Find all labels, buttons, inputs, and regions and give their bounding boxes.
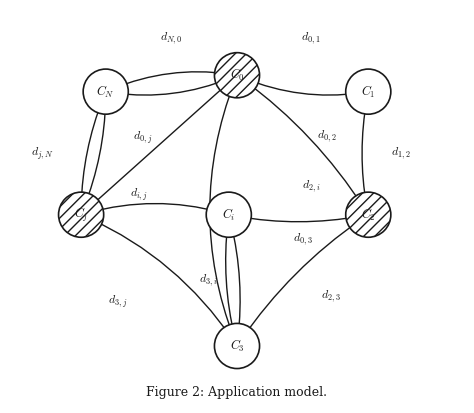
- Text: $d_{i,j}$: $d_{i,j}$: [129, 186, 147, 202]
- Text: $d_{1,2}$: $d_{1,2}$: [392, 145, 411, 161]
- FancyArrowPatch shape: [89, 218, 233, 340]
- Text: $C_1$: $C_1$: [361, 83, 375, 100]
- FancyArrowPatch shape: [114, 78, 230, 97]
- Circle shape: [59, 192, 104, 237]
- FancyArrowPatch shape: [241, 220, 361, 340]
- Circle shape: [214, 323, 260, 368]
- FancyArrowPatch shape: [229, 223, 240, 339]
- FancyArrowPatch shape: [112, 70, 228, 89]
- FancyArrowPatch shape: [88, 80, 232, 209]
- Text: $d_{j,N}$: $d_{j,N}$: [31, 145, 54, 161]
- Text: $d_{N,0}$: $d_{N,0}$: [160, 31, 182, 46]
- Text: $d_{0,1}$: $d_{0,1}$: [301, 31, 320, 46]
- FancyArrowPatch shape: [362, 99, 368, 206]
- FancyArrowPatch shape: [88, 204, 220, 214]
- Circle shape: [83, 69, 128, 114]
- Text: $d_{3,i}$: $d_{3,i}$: [199, 273, 218, 288]
- Text: $C_j$: $C_j$: [74, 206, 88, 224]
- FancyArrowPatch shape: [79, 98, 103, 206]
- FancyArrowPatch shape: [244, 81, 365, 209]
- Text: $C_i$: $C_i$: [222, 206, 236, 223]
- Text: $d_{0,j}$: $d_{0,j}$: [133, 129, 152, 145]
- Text: $C_0$: $C_0$: [229, 67, 245, 83]
- Circle shape: [214, 53, 260, 98]
- Text: $C_N$: $C_N$: [96, 83, 115, 100]
- FancyArrowPatch shape: [84, 100, 108, 208]
- Text: $d_{0,2}$: $d_{0,2}$: [318, 129, 337, 145]
- FancyArrowPatch shape: [226, 222, 236, 337]
- Text: $C_3$: $C_3$: [229, 338, 245, 354]
- FancyArrowPatch shape: [210, 82, 235, 338]
- Circle shape: [346, 192, 391, 237]
- Text: Figure 2: Application model.: Figure 2: Application model.: [146, 386, 328, 399]
- Circle shape: [206, 192, 251, 237]
- Text: $d_{0,3}$: $d_{0,3}$: [293, 232, 312, 247]
- Text: $C_2$: $C_2$: [361, 206, 376, 223]
- Circle shape: [346, 69, 391, 114]
- FancyArrowPatch shape: [244, 78, 360, 97]
- Text: $d_{3,j}$: $d_{3,j}$: [109, 293, 128, 309]
- FancyArrowPatch shape: [237, 215, 361, 222]
- Text: $d_{2,3}$: $d_{2,3}$: [321, 289, 341, 304]
- Text: $d_{2,i}$: $d_{2,i}$: [301, 178, 320, 194]
